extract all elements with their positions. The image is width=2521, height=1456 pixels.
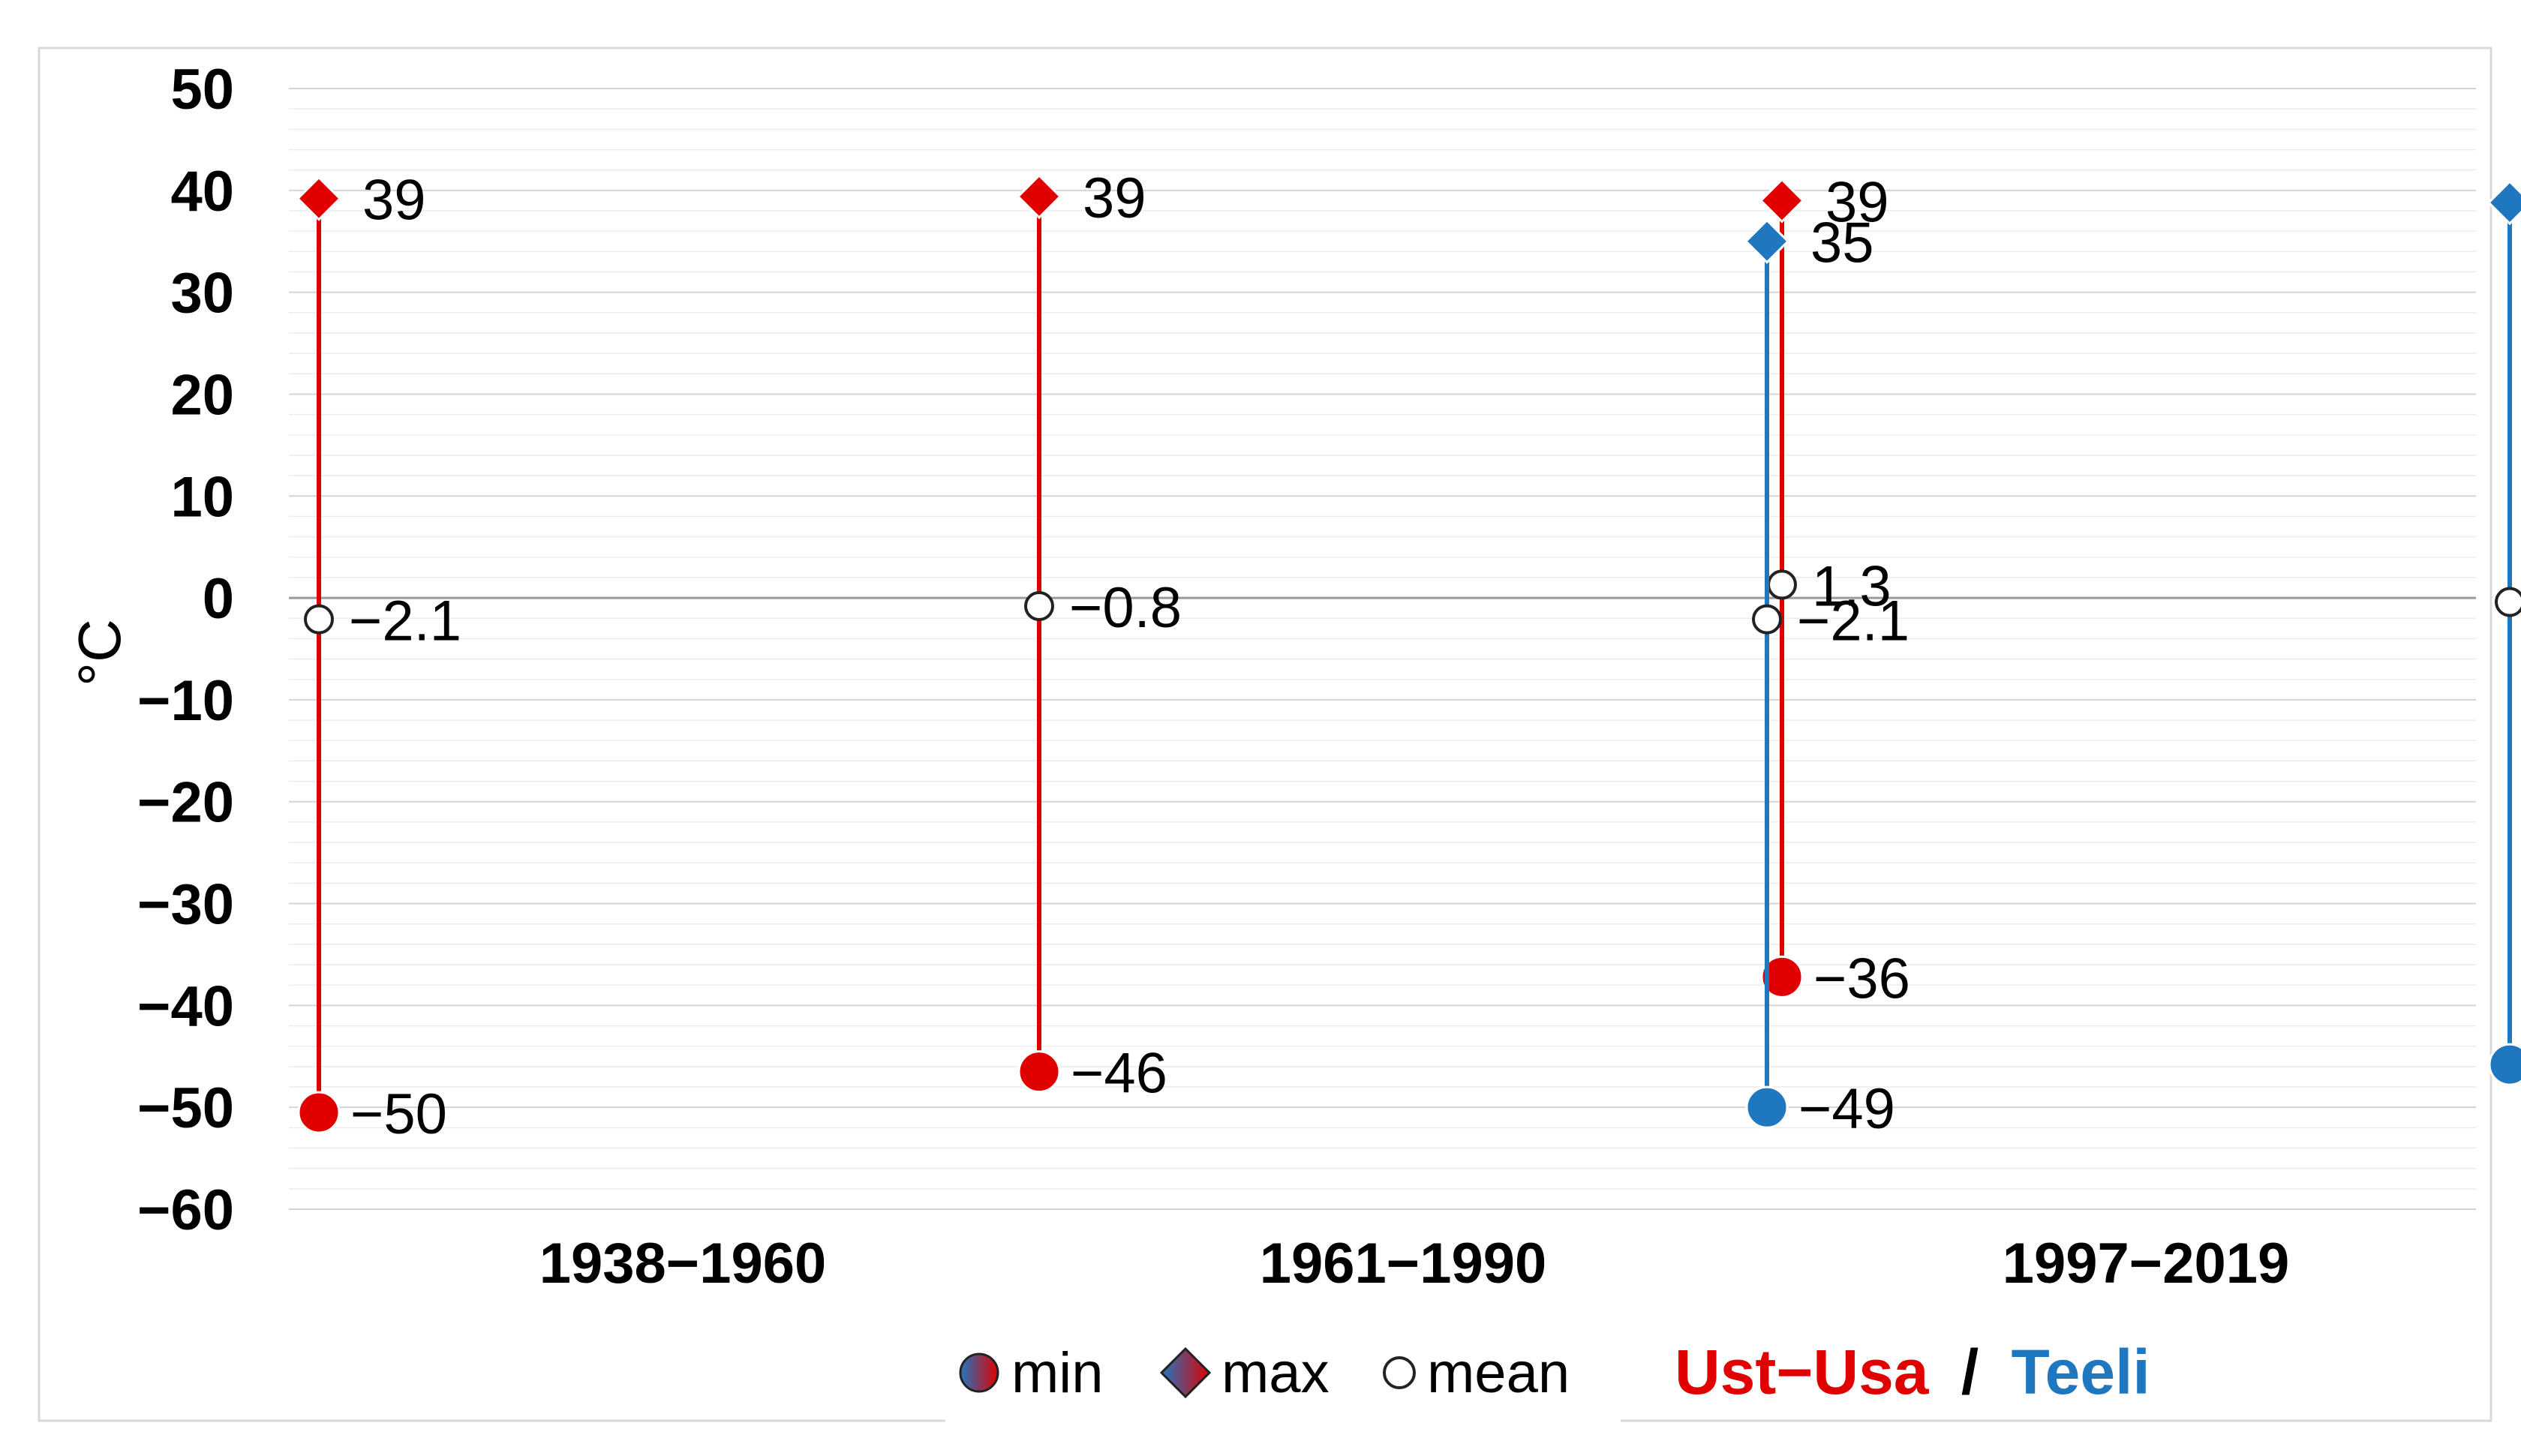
mean-marker bbox=[1024, 590, 1054, 621]
chart-frame bbox=[38, 47, 2492, 1422]
min-data-label: −50 bbox=[350, 1082, 447, 1146]
min-marker bbox=[1017, 1050, 1061, 1094]
legend-mean-label: mean bbox=[1427, 1341, 1570, 1405]
mean-data-label: 1.3 bbox=[1812, 554, 1892, 618]
mean-marker bbox=[1752, 604, 1782, 635]
y-tick-label: −30 bbox=[137, 873, 234, 937]
legend-station-separator: / bbox=[1961, 1337, 1979, 1407]
legend-station-teeli: Teeli bbox=[2012, 1337, 2150, 1407]
mean-data-label: −2.1 bbox=[1797, 590, 1910, 653]
y-tick-label: −10 bbox=[137, 669, 234, 733]
y-tick-label: −50 bbox=[137, 1076, 234, 1140]
legend: min max mean Ust−Usa / Teeli bbox=[945, 1309, 2150, 1429]
legend-stations: Ust−Usa / Teeli bbox=[1675, 1337, 2150, 1407]
min-data-label: −49 bbox=[1798, 1077, 1895, 1141]
legend-station-ust-usa: Ust−Usa bbox=[1675, 1337, 1930, 1407]
min-data-label: −46 bbox=[1071, 1042, 1167, 1106]
max-marker bbox=[2486, 179, 2521, 226]
y-axis-label: °C bbox=[66, 619, 133, 686]
legend-max-label: max bbox=[1221, 1341, 1330, 1405]
max-marker bbox=[1016, 173, 1062, 220]
max-data-label: 35 bbox=[1810, 212, 1874, 275]
x-category-label: 1997−2019 bbox=[2003, 1232, 2290, 1295]
min-marker bbox=[2488, 1043, 2521, 1086]
grid bbox=[289, 88, 2476, 1210]
x-category-label: 1961−1990 bbox=[1260, 1232, 1547, 1295]
series-ust-usa: 39 −2.1 −50 39 −0.8 −46 39 1.3 −36 bbox=[296, 167, 1910, 1146]
y-tick-label: 0 bbox=[203, 567, 234, 631]
y-tick-label: −60 bbox=[137, 1178, 234, 1242]
mean-data-label: −2.1 bbox=[349, 590, 461, 653]
y-axis: 50 40 30 20 10 0 −10 −20 −30 −40 −50 −60 bbox=[137, 58, 234, 1242]
series-teeli: 35−2.1−4939−0.4−45 bbox=[1744, 179, 2521, 1141]
legend-min-marker bbox=[959, 1352, 999, 1393]
max-data-label: 39 bbox=[362, 169, 426, 233]
y-tick-label: 50 bbox=[170, 58, 234, 122]
legend-max-marker bbox=[1159, 1346, 1212, 1399]
max-marker bbox=[296, 176, 342, 221]
max-data-label: 39 bbox=[1825, 170, 1889, 234]
min-marker bbox=[1745, 1085, 1789, 1129]
mean-marker bbox=[1767, 569, 1797, 600]
y-tick-label: 10 bbox=[170, 465, 234, 529]
legend-background bbox=[945, 1309, 1621, 1429]
mean-data-label: −0.8 bbox=[1069, 576, 1182, 640]
min-marker bbox=[297, 1091, 341, 1134]
legend-mean-marker bbox=[1383, 1356, 1416, 1389]
mean-marker bbox=[2495, 587, 2521, 617]
legend-min-label: min bbox=[1011, 1341, 1103, 1405]
max-marker bbox=[1759, 178, 1805, 224]
y-tick-label: −20 bbox=[137, 771, 234, 835]
min-marker bbox=[1760, 955, 1804, 998]
y-tick-label: 20 bbox=[170, 363, 234, 427]
max-data-label: 39 bbox=[1083, 167, 1146, 230]
mean-marker bbox=[304, 604, 334, 635]
y-tick-label: −40 bbox=[137, 974, 234, 1038]
max-marker bbox=[1744, 218, 1790, 264]
y-tick-label: 40 bbox=[170, 160, 234, 224]
x-axis: 1938−1960 1961−1990 1997−2019 bbox=[539, 1232, 2290, 1295]
x-category-label: 1938−1960 bbox=[539, 1232, 827, 1295]
y-tick-label: 30 bbox=[170, 262, 234, 326]
min-data-label: −36 bbox=[1813, 947, 1910, 1010]
